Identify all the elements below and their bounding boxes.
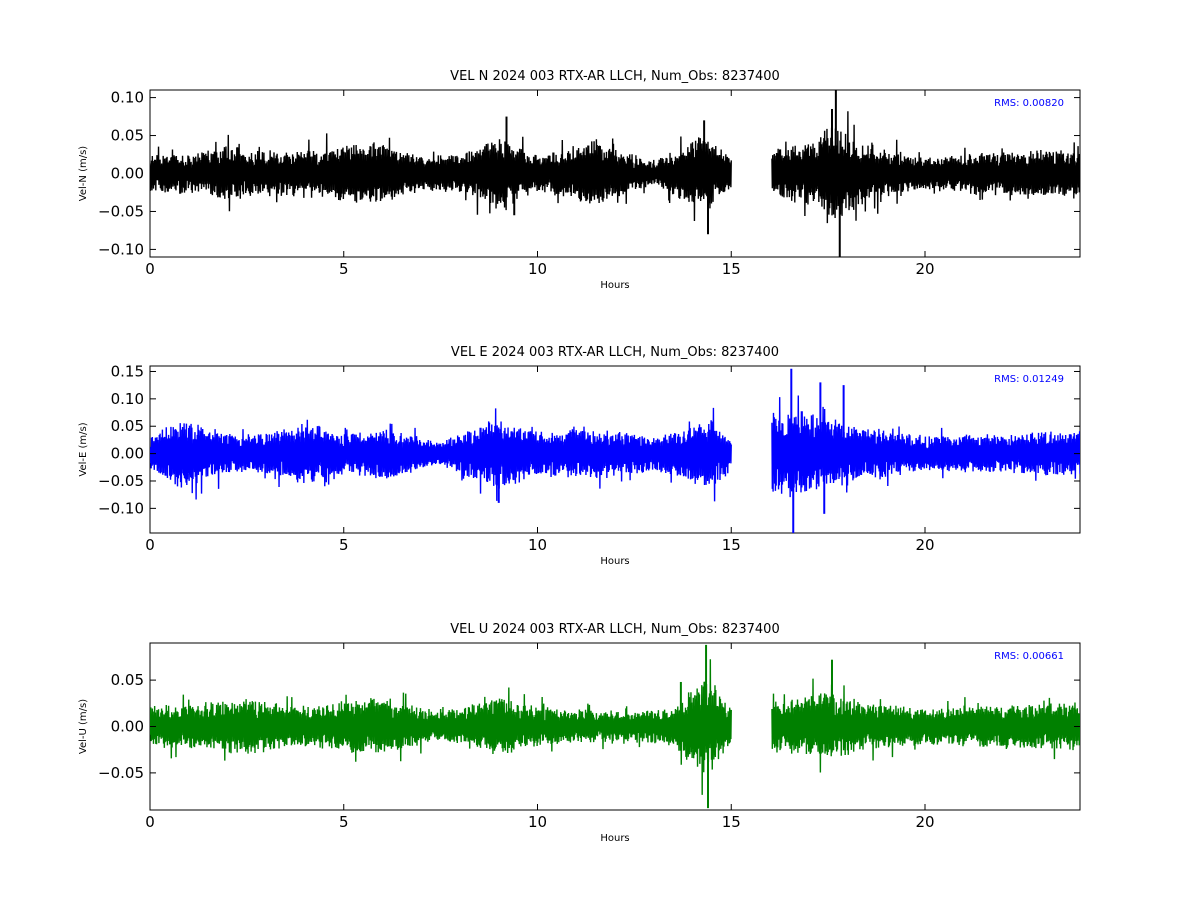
y-tick-label: 0.00 [111, 718, 144, 736]
series-line-segment-0 [150, 407, 732, 502]
x-tick-label: 5 [339, 813, 349, 831]
axis-layer: 0 5 10 15 20 −0.10 −0.05 0.00 0.05 0.10 [98, 89, 1080, 278]
x-tick-label: 15 [722, 536, 741, 554]
x-axis-label: Hours [600, 280, 629, 291]
y-tick-label: 0.00 [111, 445, 144, 463]
y-tick-label: −0.05 [98, 764, 144, 782]
y-tick-label: 0.10 [111, 89, 144, 107]
series-layer [150, 90, 1080, 257]
y-axis-label: Vel-N (m/s) [78, 146, 89, 201]
x-tick-label: 15 [722, 813, 741, 831]
y-tick-label: −0.05 [98, 202, 144, 220]
x-tick-label: 20 [915, 260, 934, 278]
series-line-segment-0 [150, 659, 732, 795]
rms-annotation: RMS: 0.00820 [994, 98, 1064, 109]
x-tick-label: 0 [145, 813, 155, 831]
x-tick-label: 20 [915, 536, 934, 554]
series-line-segment-0 [150, 133, 732, 222]
y-tick-label: −0.10 [98, 240, 144, 258]
series-line-segment-1 [771, 111, 1080, 224]
x-tick-label: 5 [339, 536, 349, 554]
panel-title: VEL U 2024 003 RTX-AR LLCH, Num_Obs: 823… [450, 622, 779, 637]
y-tick-label: 0.00 [111, 165, 144, 183]
series-layer [150, 368, 1080, 533]
y-tick-label: 0.05 [111, 671, 144, 689]
x-axis-label: Hours [600, 556, 629, 567]
axis-layer: 0 5 10 15 20 −0.05 0.00 0.05 [98, 643, 1080, 831]
panel-vel-e: VEL E 2024 003 RTX-AR LLCH, Num_Obs: 823… [78, 345, 1081, 567]
x-tick-label: 20 [915, 813, 934, 831]
x-tick-label: 10 [528, 536, 547, 554]
x-tick-label: 0 [145, 536, 155, 554]
rms-annotation: RMS: 0.00661 [994, 651, 1064, 662]
axis-layer: 0 5 10 15 20 −0.10 −0.05 0.00 0.05 0.10 0.15 [98, 362, 1080, 554]
series-line-segment-1 [771, 678, 1080, 773]
y-axis-label: Vel-U (m/s) [78, 699, 89, 754]
x-axis-label: Hours [600, 833, 629, 844]
y-tick-label: 0.05 [111, 127, 144, 145]
y-tick-label: −0.10 [98, 499, 144, 517]
series-layer [150, 644, 1080, 809]
x-tick-label: 15 [722, 260, 741, 278]
x-tick-label: 5 [339, 260, 349, 278]
panel-title: VEL N 2024 003 RTX-AR LLCH, Num_Obs: 823… [450, 69, 780, 84]
y-tick-label: −0.05 [98, 472, 144, 490]
x-tick-label: 10 [528, 813, 547, 831]
y-tick-label: 0.05 [111, 417, 144, 435]
y-axis-label: Vel-E (m/s) [78, 422, 89, 476]
panel-vel-u: VEL U 2024 003 RTX-AR LLCH, Num_Obs: 823… [78, 622, 1081, 844]
y-tick-label: 0.15 [111, 362, 144, 380]
rms-annotation: RMS: 0.01249 [994, 374, 1064, 385]
x-tick-label: 0 [145, 260, 155, 278]
y-tick-label: 0.10 [111, 390, 144, 408]
x-tick-label: 10 [528, 260, 547, 278]
series-line-segment-1 [771, 395, 1080, 516]
panel-vel-n: VEL N 2024 003 RTX-AR LLCH, Num_Obs: 823… [78, 69, 1081, 291]
panel-title: VEL E 2024 003 RTX-AR LLCH, Num_Obs: 823… [451, 345, 779, 360]
